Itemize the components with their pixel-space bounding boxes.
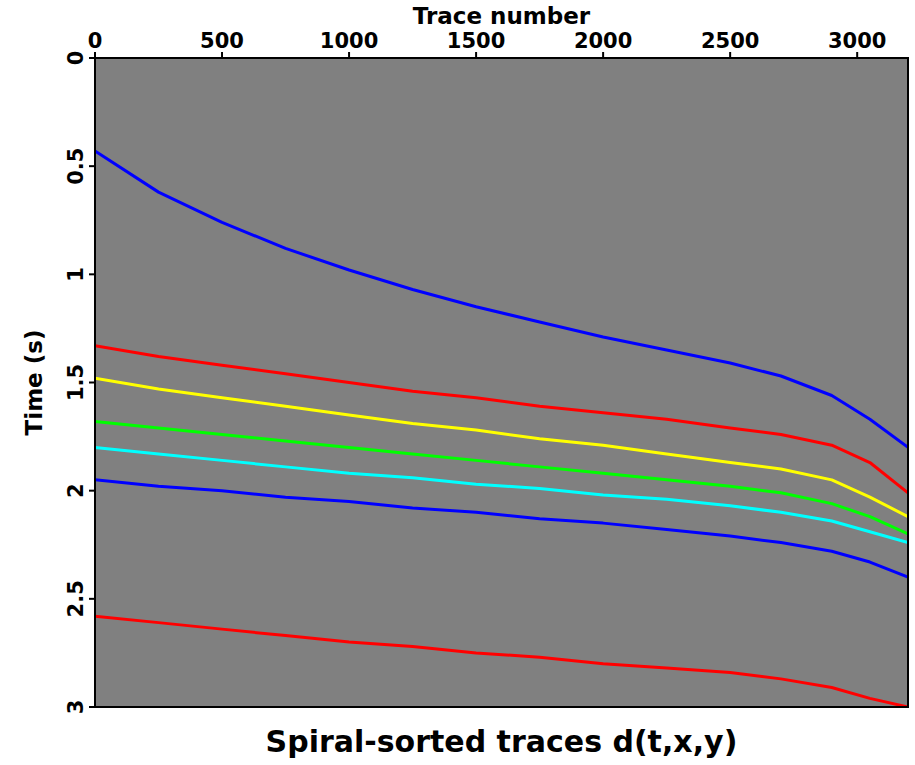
y-tick bbox=[89, 382, 95, 384]
y-tick bbox=[89, 598, 95, 600]
x-tick-label: 3000 bbox=[828, 29, 886, 53]
y-tick-label: 2 bbox=[64, 483, 88, 498]
y-tick-label: 1 bbox=[64, 267, 88, 282]
x-tick-label: 2000 bbox=[574, 29, 632, 53]
y-tick bbox=[89, 706, 95, 708]
y-tick-label: 0.5 bbox=[64, 148, 88, 185]
plot-frame bbox=[95, 58, 908, 707]
horizon-line bbox=[95, 151, 908, 447]
horizon-line bbox=[95, 421, 908, 533]
chart: 0 500 1000 1500 2000 2500 3000 0 0.5 1 1.5 2 2.5 3 Tra… bbox=[0, 0, 915, 765]
y-tick-label: 2.5 bbox=[64, 580, 88, 617]
horizon-line bbox=[95, 447, 908, 542]
horizon-line bbox=[95, 480, 908, 577]
x-tick-label: 2500 bbox=[701, 29, 759, 53]
y-tick-label: 1.5 bbox=[64, 364, 88, 401]
y-tick-label: 3 bbox=[64, 700, 88, 715]
y-tick bbox=[89, 273, 95, 275]
plot-background bbox=[95, 58, 908, 707]
x-axis-title: Trace number bbox=[413, 3, 591, 29]
series-group bbox=[95, 151, 908, 707]
horizon-line bbox=[95, 378, 908, 516]
y-tick bbox=[89, 490, 95, 492]
x-tick-label: 1500 bbox=[447, 29, 505, 53]
x-tick-label: 1000 bbox=[320, 29, 378, 53]
y-tick-label: 0 bbox=[64, 51, 88, 66]
x-tick-label: 0 bbox=[88, 29, 103, 53]
x-tick-label: 500 bbox=[200, 29, 244, 53]
chart-title: Spiral-sorted traces d(t,x,y) bbox=[266, 724, 738, 759]
y-axis-title: Time (s) bbox=[21, 330, 47, 436]
y-tick bbox=[89, 57, 95, 59]
horizon-line bbox=[95, 616, 908, 707]
y-tick bbox=[89, 165, 95, 167]
